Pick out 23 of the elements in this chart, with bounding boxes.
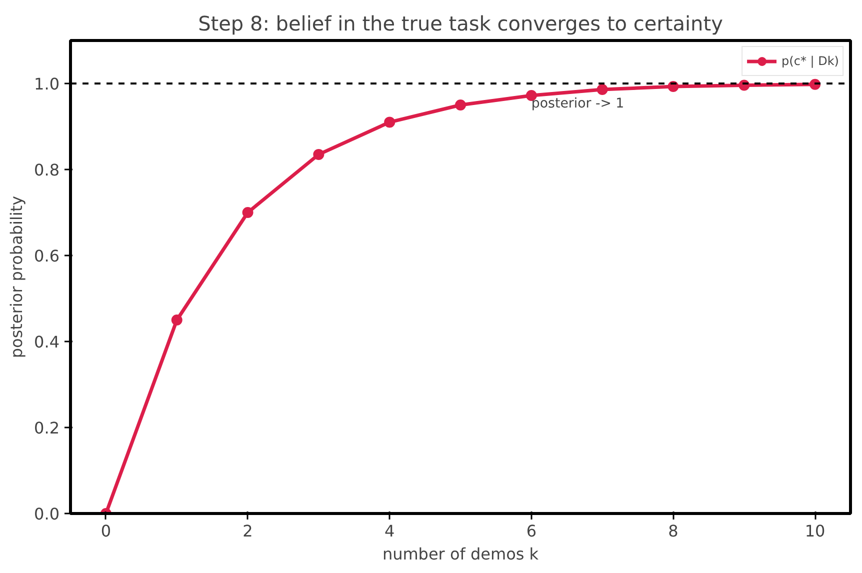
y-tick-label: 0.4: [34, 332, 60, 352]
point: [242, 207, 254, 218]
x-tick-label: 0: [100, 522, 112, 540]
x-tick-label: 8: [668, 522, 678, 540]
y-tick-label: 0.8: [34, 160, 60, 180]
chart-title: Step 8: belief in the true task converges to certainty: [198, 12, 724, 36]
point: [313, 148, 324, 160]
point: [596, 84, 608, 96]
y-tick-label: 1.0: [34, 74, 60, 94]
x-tick-label: 10: [804, 522, 826, 540]
point: [455, 100, 466, 110]
x-tick-label: 2: [242, 522, 253, 540]
x-tick-label: 4: [384, 522, 395, 540]
y-tick-label: 0.6: [34, 246, 60, 266]
x-tick-label: 6: [526, 522, 537, 540]
y-tick-label: 0.2: [34, 418, 60, 438]
legend-label: p(c* | Dk): [782, 54, 839, 68]
y-axis-title: posterior probability: [7, 196, 26, 358]
annotation: posterior -> 1: [531, 96, 624, 112]
x-axis-title: number of demos k: [382, 544, 540, 564]
y-tick-label: 0.0: [34, 504, 60, 524]
point: [384, 116, 396, 128]
point: [171, 314, 182, 326]
